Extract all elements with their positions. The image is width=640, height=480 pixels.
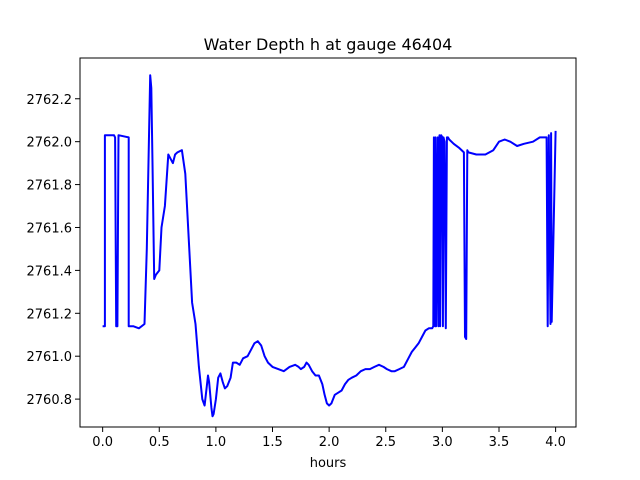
y-tick-label: 2761.6 xyxy=(27,221,73,236)
x-tick-label: 0.5 xyxy=(149,435,170,450)
y-tick-label: 2761.0 xyxy=(27,350,73,365)
chart-title: Water Depth h at gauge 46404 xyxy=(204,35,453,54)
y-tick-label: 2761.4 xyxy=(27,264,73,279)
x-tick-label: 2.0 xyxy=(319,435,340,450)
x-tick-label: 4.0 xyxy=(545,435,566,450)
y-tick-label: 2761.8 xyxy=(27,179,73,194)
x-tick-label: 0.0 xyxy=(92,435,113,450)
series-line-0 xyxy=(102,74,557,418)
y-tick-label: 2761.2 xyxy=(27,307,73,322)
y-tick-label: 2762.2 xyxy=(27,93,73,108)
y-tick-label: 2760.8 xyxy=(27,393,73,408)
y-tick-label: 2762.0 xyxy=(27,136,73,151)
x-tick-label: 2.5 xyxy=(375,435,396,450)
x-axis-label: hours xyxy=(310,456,347,471)
x-tick-label: 1.5 xyxy=(262,435,283,450)
x-tick-label: 3.0 xyxy=(432,435,453,450)
x-tick-label: 1.0 xyxy=(206,435,227,450)
x-tick-label: 3.5 xyxy=(489,435,510,450)
axis-ticks: 0.0 0.5 1.0 1.5 2.0 2.5 3.0 3.5 4.0 2760.8 2761.0 2… xyxy=(27,93,566,450)
axes-frame xyxy=(79,57,577,428)
plot-area xyxy=(102,74,557,418)
